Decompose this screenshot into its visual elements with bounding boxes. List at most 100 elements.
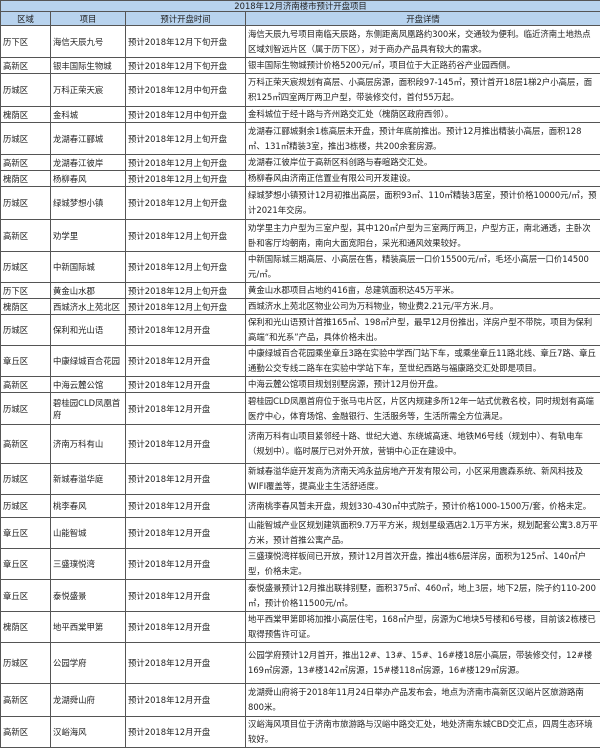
cell-project: 新城春溢华庭 [51,464,126,495]
cell-project: 龙湖春江彼岸 [51,155,126,171]
cell-project: 中新国际城 [51,252,126,283]
cell-time: 预计2018年12月开盘 [126,464,246,495]
cell-time: 预计2018年12月下旬开盘 [126,26,246,58]
cell-project: 三盛璞悦湾 [51,549,126,580]
cell-time: 预计2018年12月开盘 [126,393,246,425]
cell-detail: 汉峪海风项目位于济南市旅游路与汉峪中路交汇处，地处济南东城CBD交汇点，四周生态… [246,717,600,748]
cell-detail: 中康绿城百合花园乘坐章丘3路在实验中学西门站下车，或乘坐章丘11路北线、章丘7路… [246,346,600,377]
cell-time: 预计2018年12月上旬开盘 [126,155,246,171]
table-row: 历城区保利和光山语预计2018年12月开盘保利和光山语预计首推165㎡、198㎡… [1,315,600,346]
table-row: 历城区绿城梦想小镇预计2018年12月上旬开盘绿城梦想小镇预计12月初推出高层，… [1,187,600,220]
cell-detail: 泰悦盛景预计12月推出联排别墅，面积375㎡、460㎡，地上3层，地下2层，院子… [246,580,600,612]
cell-district: 历城区 [1,315,51,346]
cell-time: 预计2018年12月上旬开盘 [126,123,246,155]
table-row: 槐荫区西城济水上苑北区预计2018年12月上旬开盘西城济水上苑北区物业公司为万科… [1,299,600,315]
table-row: 历城区桃李春风预计2018年12月开盘济南桃李春风暂未开盘，规划330-430㎡… [1,495,600,518]
cell-detail: 龙湖舜山府将于2018年11月24日举办产品发布会，地点为济南市高新区汉峪片区旅… [246,684,600,717]
cell-time: 预计2018年12月上旬开盘 [126,220,246,252]
cell-district: 高新区 [1,155,51,171]
cell-detail: 金科城位于经十路与齐州路交汇处（槐荫区政府西邻）。 [246,107,600,123]
cell-time: 预计2018年12月中旬开盘 [126,74,246,107]
table-row: 章丘区中康绿城百合花园预计2018年12月开盘中康绿城百合花园乘坐章丘3路在实验… [1,346,600,377]
cell-district: 历城区 [1,252,51,283]
cell-detail: 新城春溢华庭开发商为济南天鸿永益房地产开发有限公司，小区采用震森系统、新风科技及… [246,464,600,495]
table-row: 章丘区泰悦盛景预计2018年12月开盘泰悦盛景预计12月推出联排别墅，面积375… [1,580,600,612]
cell-district: 高新区 [1,717,51,748]
cell-detail: 银丰国际生物城预计价格5200元/㎡，项目位于大正路药谷产业园西侧。 [246,58,600,74]
cell-project: 黄金山水郡 [51,283,126,299]
cell-detail: 绿城梦想小镇预计12月初推出高层，面积93㎡、110㎡精装3居室，预计价格100… [246,187,600,220]
cell-district: 槐荫区 [1,171,51,187]
cell-detail: 中新国际城三期高层、小高层在售，精装高层一口价15500元/㎡，毛坯小高层一口价… [246,252,600,283]
cell-time: 预计2018年12月上旬开盘 [126,252,246,283]
cell-time: 预计2018年12月开盘 [126,315,246,346]
cell-detail: 碧桂园CLD凤凰首府位于张马屯片区，片区内规建多所12年一站式优教名校，同时规划… [246,393,600,425]
column-header-project: 项目 [51,12,126,26]
cell-time: 预计2018年12月开盘 [126,684,246,717]
cell-project: 保利和光山语 [51,315,126,346]
cell-district: 历城区 [1,123,51,155]
cell-detail: 济南桃李春风暂未开盘，规划330-430㎡中式院子，预计价格1000-1500万… [246,495,600,518]
cell-project: 地平西棠甲第 [51,612,126,643]
cell-project: 公园学府 [51,643,126,684]
cell-detail: 黄金山水郡项目占地约416亩，总建筑面积达45万平米。 [246,283,600,299]
cell-district: 章丘区 [1,518,51,549]
cell-district: 历城区 [1,643,51,684]
cell-district: 章丘区 [1,346,51,377]
table-row: 历城区中新国际城预计2018年12月上旬开盘中新国际城三期高层、小高层在售，精装… [1,252,600,283]
cell-detail: 中海云麓公馆项目规划别墅房源，预计12月份开盘。 [246,377,600,393]
cell-project: 杨柳春风 [51,171,126,187]
cell-district: 章丘区 [1,549,51,580]
table-row: 历下区黄金山水郡预计2018年12月上旬开盘黄金山水郡项目占地约416亩，总建筑… [1,283,600,299]
cell-project: 龙湖舜山府 [51,684,126,717]
cell-project: 中海云麓公馆 [51,377,126,393]
cell-district: 高新区 [1,377,51,393]
cell-project: 银丰国际生物城 [51,58,126,74]
cell-time: 预计2018年12月中旬开盘 [126,107,246,123]
cell-district: 章丘区 [1,580,51,612]
cell-detail: 三盛璞悦湾样板间已开放，预计12月首次开盘，推出4栋6层洋房，面积为125㎡、1… [246,549,600,580]
table-row: 历城区碧桂园CLD凤凰首府预计2018年12月开盘碧桂园CLD凤凰首府位于张马屯… [1,393,600,425]
table-row: 槐荫区地平西棠甲第预计2018年12月开盘地平西棠甲第即将加推小高层住宅，168… [1,612,600,643]
cell-project: 海信天辰九号 [51,26,126,58]
table-row: 高新区济南万科有山预计2018年12月开盘济南万科有山项目紧邻经十路、世纪大道、… [1,425,600,464]
cell-project: 碧桂园CLD凤凰首府 [51,393,126,425]
table-row: 高新区汉峪海风预计2018年12月开盘汉峪海风项目位于济南市旅游路与汉峪中路交汇… [1,717,600,748]
cell-time: 预计2018年12月开盘 [126,518,246,549]
cell-time: 预计2018年12月开盘 [126,377,246,393]
cell-project: 济南万科有山 [51,425,126,464]
cell-detail: 山能智城产业区规划建筑面积9.7万平方米，规划星级酒店2.1万平方米，规划配套公… [246,518,600,549]
cell-project: 泰悦盛景 [51,580,126,612]
table-row: 历城区龙湖春江郦城预计2018年12月上旬开盘龙湖春江郦城剩余1栋高层未开盘，预… [1,123,600,155]
cell-project: 龙湖春江郦城 [51,123,126,155]
cell-time: 预计2018年12月开盘 [126,425,246,464]
cell-district: 槐荫区 [1,299,51,315]
cell-time: 预计2018年12月开盘 [126,580,246,612]
cell-district: 高新区 [1,58,51,74]
cell-district: 高新区 [1,425,51,464]
cell-detail: 西城济水上苑北区物业公司为万科物业，物业费2.21元/平方米.月。 [246,299,600,315]
cell-project: 汉峪海风 [51,717,126,748]
cell-district: 历下区 [1,283,51,299]
cell-district: 历城区 [1,74,51,107]
table-row: 高新区劝学里预计2018年12月上旬开盘劝学里主力户型为三室户型，其中120㎡户… [1,220,600,252]
cell-detail: 龙湖春江郦城剩余1栋高层未开盘，预计年底前推出。预计12月推出精装小高层，面积1… [246,123,600,155]
cell-time: 预计2018年12月上旬开盘 [126,171,246,187]
table-row: 高新区龙湖舜山府预计2018年12月开盘龙湖舜山府将于2018年11月24日举办… [1,684,600,717]
cell-time: 预计2018年12月开盘 [126,612,246,643]
table-row: 高新区中海云麓公馆预计2018年12月开盘中海云麓公馆项目规划别墅房源，预计12… [1,377,600,393]
cell-district: 历下区 [1,26,51,58]
cell-district: 历城区 [1,464,51,495]
table-row: 高新区龙湖春江彼岸预计2018年12月上旬开盘龙湖春江彼岸位于高新区科创路与春暄… [1,155,600,171]
table-row: 章丘区山能智城预计2018年12月开盘山能智城产业区规划建筑面积9.7万平方米，… [1,518,600,549]
table-row: 章丘区三盛璞悦湾预计2018年12月开盘三盛璞悦湾样板间已开放，预计12月首次开… [1,549,600,580]
table-row: 历城区万科正荣天宸预计2018年12月中旬开盘万科正荣天宸规划有高层、小高层房源… [1,74,600,107]
table-row: 历下区海信天辰九号预计2018年12月下旬开盘海信天辰九号项目南临天辰路，东侧距… [1,26,600,58]
column-header-detail: 开盘详情 [246,12,600,26]
cell-district: 高新区 [1,684,51,717]
column-header-district: 区域 [1,12,51,26]
cell-district: 历城区 [1,495,51,518]
cell-project: 劝学里 [51,220,126,252]
cell-time: 预计2018年12月开盘 [126,346,246,377]
table-row: 高新区银丰国际生物城预计2018年12月下旬开盘银丰国际生物城预计价格5200元… [1,58,600,74]
